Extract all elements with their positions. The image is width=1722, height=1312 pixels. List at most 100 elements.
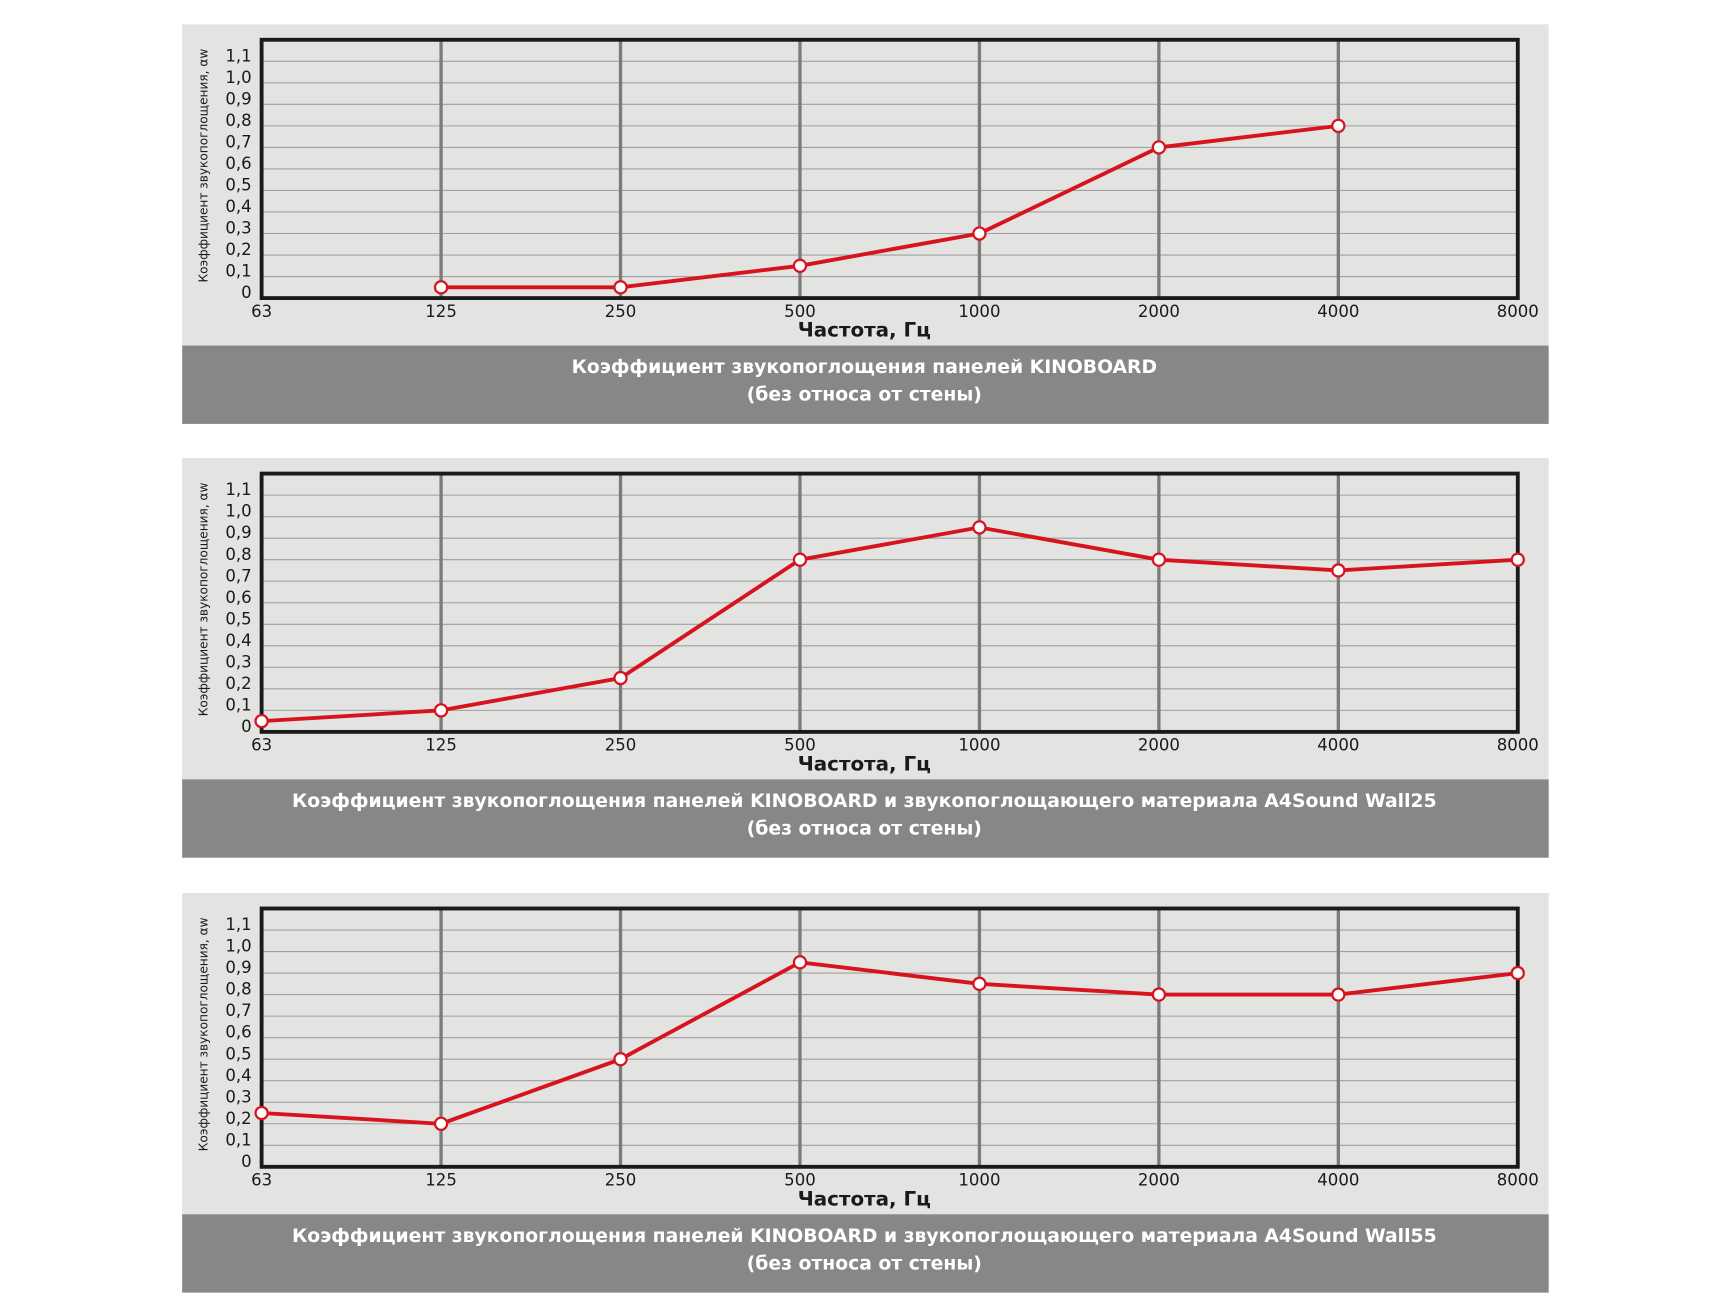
- chart-subtitle: (без относа от стены): [747, 385, 982, 406]
- y-tick-label: 0,3: [225, 219, 251, 238]
- x-tick-label: 4000: [1317, 1171, 1359, 1190]
- y-tick-label: 0,2: [225, 1109, 251, 1128]
- y-tick-label: 0,8: [225, 111, 251, 130]
- y-tick-label: 0,8: [225, 545, 251, 564]
- plot-frame: [259, 471, 1520, 734]
- x-tick-label: 2000: [1138, 1171, 1180, 1190]
- y-tick-label: 0,4: [225, 197, 251, 216]
- y-tick-label: 1,0: [225, 68, 251, 87]
- data-point: [613, 280, 628, 295]
- y-tick-label: 0,7: [225, 1001, 251, 1020]
- x-tick-label: 1000: [958, 736, 1000, 755]
- data-point: [433, 1116, 449, 1131]
- y-tick-label: 0,2: [225, 240, 251, 259]
- data-line: [261, 525, 1518, 724]
- chart-subtitle: (без относа от стены): [747, 1253, 982, 1274]
- data-point: [613, 1052, 628, 1067]
- y-tick-label: 0,1: [225, 1130, 251, 1149]
- data-point: [1510, 552, 1525, 567]
- y-tick-label: 0,5: [225, 1044, 251, 1063]
- x-tick-label: 63: [251, 302, 272, 321]
- x-tick-label: 4000: [1317, 302, 1359, 321]
- x-tick-label: 500: [784, 1171, 816, 1190]
- y-tick-label: 0,1: [225, 695, 251, 714]
- x-tick-label: 250: [605, 736, 637, 755]
- caption-band: [182, 1214, 1549, 1293]
- y-tick-label: 0,9: [225, 958, 251, 977]
- y-tick-label: 0: [241, 1152, 252, 1171]
- x-tick-label: 250: [605, 302, 637, 321]
- y-tick-label: 1,1: [225, 46, 251, 65]
- x-tick-label: 500: [784, 302, 816, 321]
- x-tick-label: 250: [605, 1171, 637, 1190]
- y-tick-label: 0,6: [225, 1023, 251, 1042]
- y-tick-label: 0,4: [225, 1066, 251, 1085]
- x-tick-label: 63: [251, 1171, 272, 1190]
- y-tick-label: 0,2: [225, 674, 251, 693]
- x-tick-label: 1000: [958, 1171, 1000, 1190]
- caption-band: [182, 345, 1549, 424]
- x-tick-label: 8000: [1497, 302, 1539, 321]
- data-point: [1331, 987, 1346, 1002]
- data-point: [792, 552, 808, 567]
- x-tick-label: 500: [784, 736, 816, 755]
- y-tick-label: 0,5: [225, 609, 251, 628]
- data-point: [1151, 552, 1167, 567]
- x-axis-title: Частота, Гц: [798, 753, 931, 776]
- data-point: [254, 713, 269, 729]
- x-axis-title: Частота, Гц: [798, 319, 931, 342]
- data-point: [433, 280, 449, 295]
- x-tick-label: 63: [251, 736, 272, 755]
- y-tick-label: 0,7: [225, 566, 251, 585]
- y-tick-label: 0,5: [225, 176, 251, 195]
- y-tick-label: 0,3: [225, 1087, 251, 1106]
- data-point: [792, 258, 808, 273]
- data-point: [254, 1105, 269, 1121]
- y-tick-label: 1,0: [225, 502, 251, 521]
- plot-frame: [259, 37, 1520, 301]
- y-tick-label: 0,6: [225, 588, 251, 607]
- x-tick-label: 8000: [1497, 1171, 1539, 1190]
- data-point: [1151, 987, 1167, 1002]
- y-tick-label: 0,3: [225, 652, 251, 671]
- x-tick-label: 2000: [1138, 302, 1180, 321]
- panel: [182, 893, 1549, 1215]
- chart-title: Коэффициент звукопоглощения панелей KINO…: [292, 1226, 1437, 1247]
- data-point: [972, 226, 987, 241]
- chart-subtitle: (без относа от стены): [747, 819, 982, 840]
- plot-frame: [259, 906, 1520, 1169]
- y-axis-title: Коэффициент звукопоглощения, αw: [197, 49, 211, 283]
- y-tick-label: 0,1: [225, 262, 251, 281]
- y-tick-label: 0,9: [225, 523, 251, 542]
- x-tick-label: 8000: [1497, 736, 1539, 755]
- y-tick-label: 1,1: [225, 915, 251, 934]
- y-tick-label: 0,7: [225, 132, 251, 151]
- panel: [182, 458, 1549, 780]
- caption-band: [182, 779, 1549, 858]
- data-point: [972, 520, 987, 535]
- data-line: [261, 960, 1519, 1126]
- data-point: [1151, 140, 1167, 155]
- x-tick-label: 125: [425, 1171, 457, 1190]
- x-tick-label: 1000: [958, 302, 1000, 321]
- data-point: [1510, 965, 1525, 981]
- y-tick-label: 0: [241, 717, 252, 736]
- chart-title: Коэффициент звукопоглощения панелей KINO…: [292, 791, 1437, 812]
- data-point: [1331, 118, 1346, 134]
- panel: [182, 24, 1549, 346]
- y-tick-label: 0: [241, 283, 252, 302]
- y-tick-label: 0,8: [225, 980, 251, 999]
- x-axis-title: Частота, Гц: [798, 1187, 931, 1210]
- x-tick-label: 4000: [1317, 736, 1359, 755]
- x-tick-label: 2000: [1138, 736, 1180, 755]
- x-tick-label: 125: [425, 302, 457, 321]
- data-point: [433, 703, 449, 718]
- data-point: [613, 670, 628, 686]
- data-point: [972, 976, 987, 992]
- x-tick-label: 125: [425, 736, 457, 755]
- y-axis-title: Коэффициент звукопоглощения, αw: [197, 917, 211, 1151]
- data-point: [1331, 563, 1346, 578]
- y-tick-label: 0,9: [225, 89, 251, 108]
- y-tick-label: 0,4: [225, 631, 251, 650]
